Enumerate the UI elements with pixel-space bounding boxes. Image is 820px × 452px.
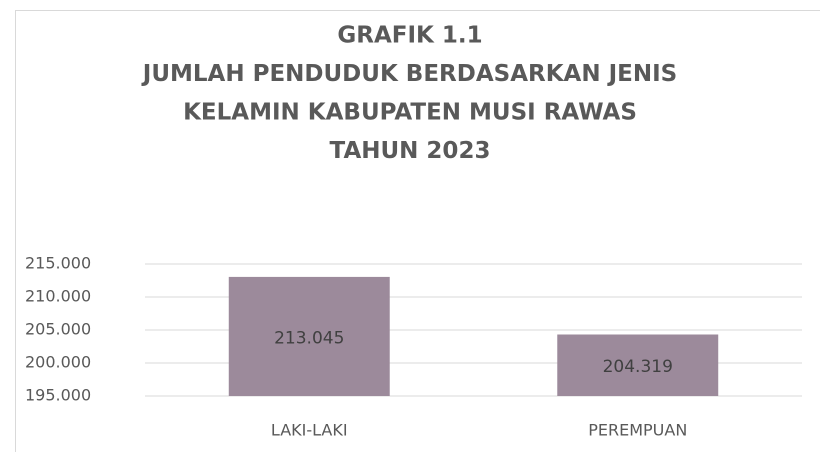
x-tick-label: PEREMPUAN bbox=[588, 421, 687, 440]
x-tick-label: LAKI-LAKI bbox=[271, 421, 348, 440]
y-tick-label: 205.000 bbox=[25, 320, 91, 339]
bar bbox=[228, 276, 390, 396]
y-tick-label: 200.000 bbox=[25, 353, 91, 372]
y-tick-label: 210.000 bbox=[25, 287, 91, 306]
y-tick-label: 215.000 bbox=[25, 254, 91, 273]
chart-title: KELAMIN KABUPATEN MUSI RAWAS bbox=[183, 100, 637, 126]
bar bbox=[557, 334, 719, 396]
chart-title: JUMLAH PENDUDUK BERDASARKAN JENIS bbox=[141, 61, 677, 87]
chart-title: GRAFIK 1.1 bbox=[337, 23, 482, 49]
y-tick-label: 195.000 bbox=[25, 386, 91, 405]
data-label: 213.045 bbox=[274, 328, 344, 348]
data-label: 204.319 bbox=[603, 357, 673, 377]
chart-title: TAHUN 2023 bbox=[330, 138, 491, 164]
chart-border bbox=[15, 10, 820, 452]
